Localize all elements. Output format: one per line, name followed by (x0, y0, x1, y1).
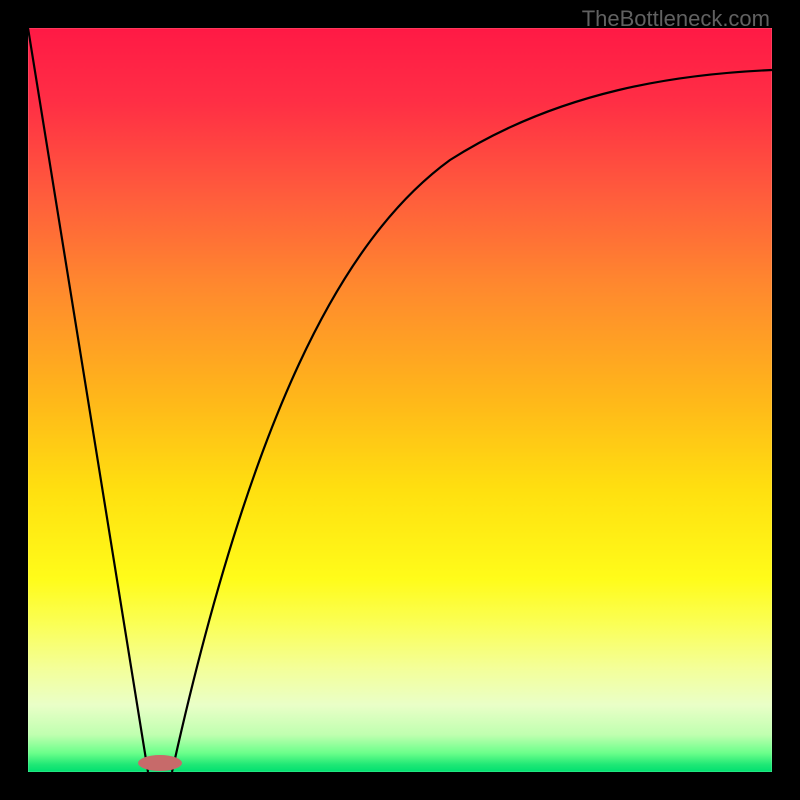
chart-overlay (0, 0, 800, 800)
right-asymptotic-curve (172, 70, 772, 772)
watermark-text: TheBottleneck.com (582, 6, 770, 32)
frame-border-left (0, 0, 28, 800)
bottleneck-chart: TheBottleneck.com (0, 0, 800, 800)
frame-border-bottom (0, 772, 800, 800)
bottleneck-marker (138, 755, 182, 771)
frame-border-right (772, 0, 800, 800)
left-descent-line (28, 28, 148, 772)
